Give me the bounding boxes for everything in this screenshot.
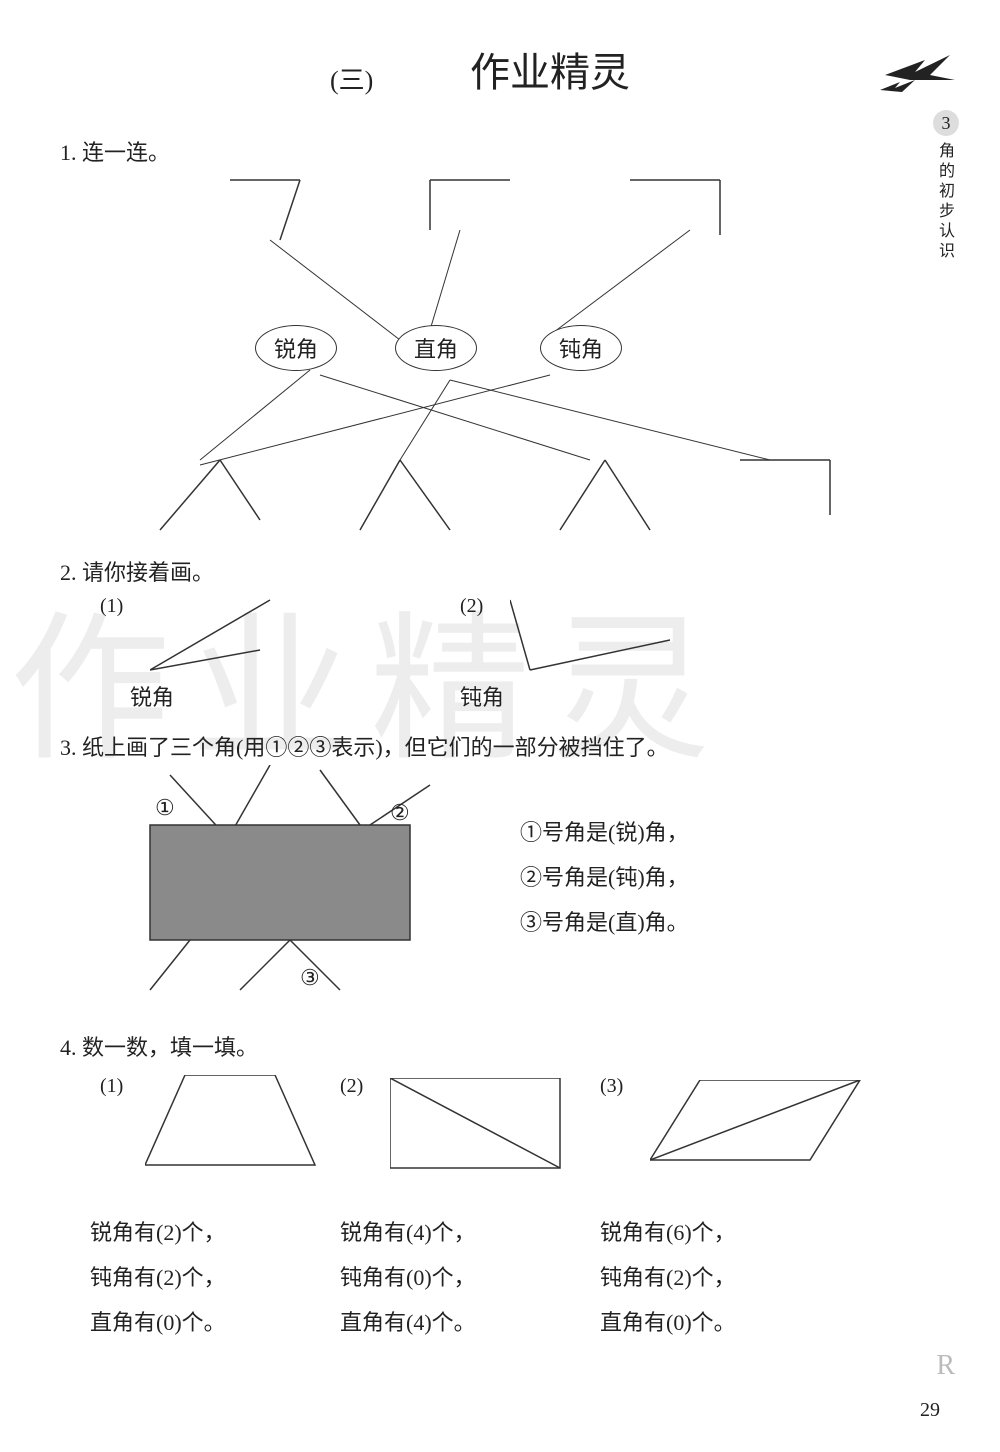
q4-shape-rhombus — [650, 1080, 870, 1170]
q3-s3-ans: 直 — [615, 910, 637, 935]
q2-sub2-num: (2) — [460, 595, 483, 618]
q4-shape-trapezoid — [145, 1075, 325, 1175]
q3-s1-post: )角， — [637, 820, 688, 845]
q4-answer-row: 直角有(0)个。 — [600, 1305, 736, 1337]
q4-answer-row: 直角有(0)个。 — [90, 1305, 226, 1337]
q3-mark-1: ① — [155, 795, 175, 821]
bird-icon — [880, 50, 960, 109]
q4-shape-rect — [390, 1078, 570, 1178]
q2-acute-angle — [150, 590, 300, 680]
q3-line2: ②号角是(钝)角， — [520, 860, 689, 892]
chapter-badge: 3 角的初步认识 — [932, 110, 960, 262]
q2-sub1-caption: 锐角 — [130, 680, 174, 712]
q2-obtuse-angle — [510, 590, 690, 680]
q3-s2-post: )角， — [637, 865, 688, 890]
chapter-number: 3 — [933, 110, 959, 136]
q4-sub1-num: (1) — [100, 1075, 123, 1098]
q3-s3-pre: ③号角是( — [520, 910, 615, 935]
q3-s3-post: )角。 — [637, 910, 688, 935]
q4-answer-row: 锐角有(6)个， — [600, 1215, 736, 1247]
q3-mark-2: ② — [390, 800, 410, 826]
chapter-title: 角的初步认识 — [932, 142, 956, 262]
q4-answer-row: 锐角有(2)个， — [90, 1215, 226, 1247]
q3-line3: ③号角是(直)角。 — [520, 905, 689, 937]
q3-label: 3. 纸上画了三个角(用①②③表示)，但它们的一部分被挡住了。 — [60, 730, 669, 762]
q4-answer-row: 锐角有(4)个， — [340, 1215, 476, 1247]
q4-answer-row: 直角有(4)个。 — [340, 1305, 476, 1337]
q4-answer-row: 钝角有(2)个， — [600, 1260, 736, 1292]
q3-mark-3: ③ — [300, 965, 320, 991]
q3-s1-pre: ①号角是( — [520, 820, 615, 845]
q2-sub1-num: (1) — [100, 595, 123, 618]
q4-label: 4. 数一数，填一填。 — [60, 1030, 258, 1062]
page-number: 29 — [920, 1399, 940, 1422]
q4-answer-row: 钝角有(2)个， — [90, 1260, 226, 1292]
q3-s2-pre: ②号角是( — [520, 865, 615, 890]
q3-line1: ①号角是(锐)角， — [520, 815, 689, 847]
q3-figure — [60, 765, 480, 995]
publisher-logo-icon: R — [936, 1350, 955, 1382]
section-number: (三) — [330, 60, 373, 97]
q2-sub2-caption: 钝角 — [460, 680, 504, 712]
category-acute: 锐角 — [255, 325, 337, 371]
category-right: 直角 — [395, 325, 477, 371]
q1-label: 1. 连一连。 — [60, 135, 170, 167]
handwritten-title: 作业精灵 — [470, 40, 630, 98]
q3-s2-ans: 钝 — [615, 865, 637, 890]
q3-s1-ans: 锐 — [615, 820, 637, 845]
category-obtuse: 钝角 — [540, 325, 622, 371]
q4-sub3-num: (3) — [600, 1075, 623, 1098]
q4-sub2-num: (2) — [340, 1075, 363, 1098]
q4-answer-row: 钝角有(0)个， — [340, 1260, 476, 1292]
q2-label: 2. 请你接着画。 — [60, 555, 214, 587]
